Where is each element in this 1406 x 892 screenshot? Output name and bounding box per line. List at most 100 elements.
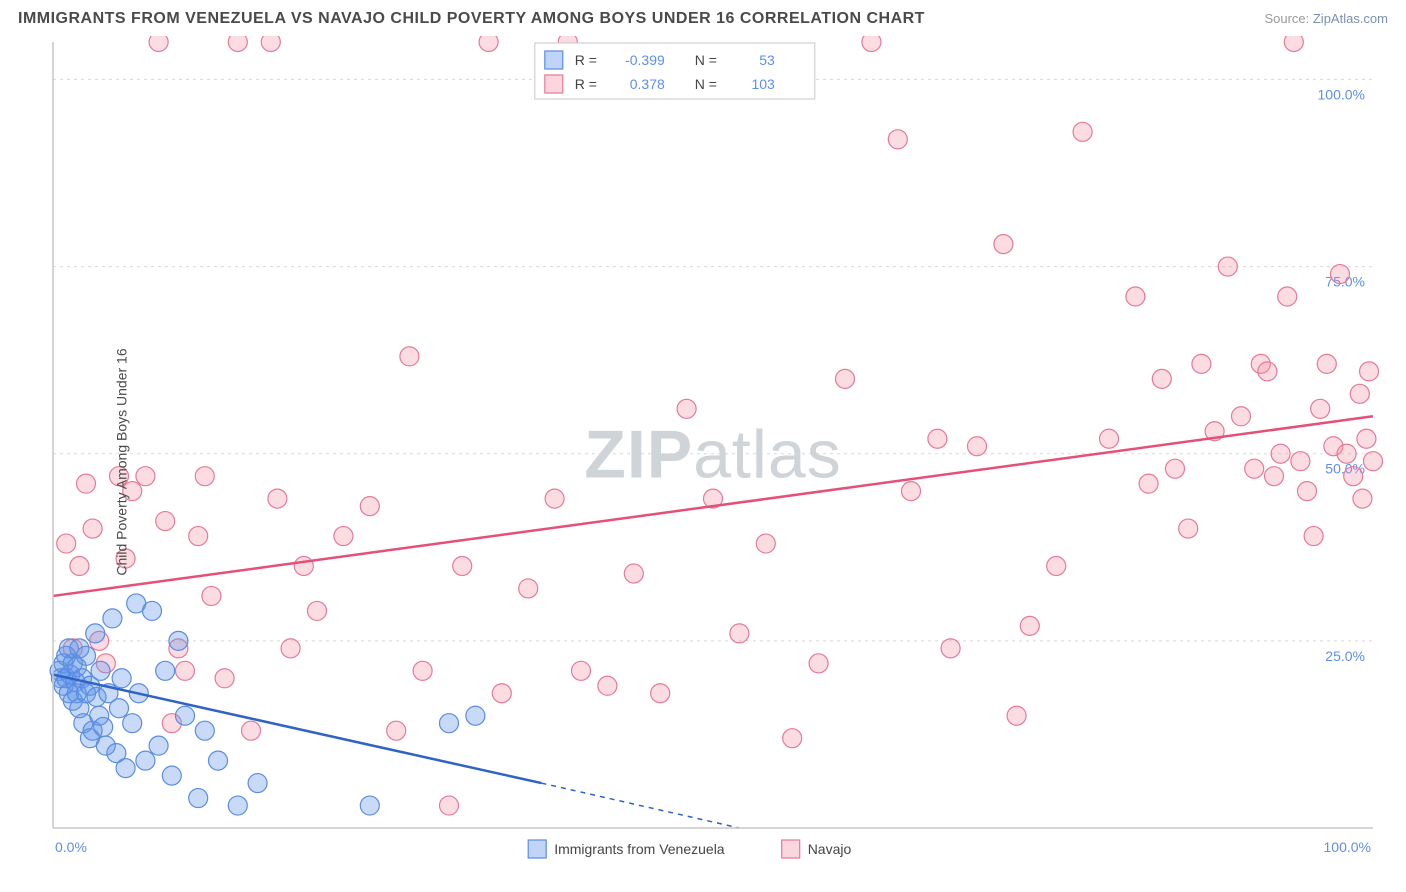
source-link[interactable]: ZipAtlas.com xyxy=(1313,11,1388,26)
point-navajo xyxy=(149,36,168,52)
trendline-venezuela-extrapolated xyxy=(541,783,739,828)
point-navajo xyxy=(360,497,379,516)
legend-swatch xyxy=(545,51,563,69)
point-navajo xyxy=(215,669,234,688)
point-navajo xyxy=(242,721,261,740)
legend-swatch xyxy=(528,840,546,858)
point-venezuela xyxy=(116,759,135,778)
point-navajo xyxy=(1265,467,1284,486)
point-navajo xyxy=(413,661,432,680)
point-navajo xyxy=(1020,616,1039,635)
point-navajo xyxy=(730,624,749,643)
point-navajo xyxy=(189,527,208,546)
point-navajo xyxy=(1192,354,1211,373)
legend-n-label: N = xyxy=(695,52,717,68)
point-venezuela xyxy=(86,624,105,643)
point-navajo xyxy=(136,467,155,486)
point-navajo xyxy=(1126,287,1145,306)
legend-r-value: -0.399 xyxy=(625,52,665,68)
point-navajo xyxy=(77,474,96,493)
point-navajo xyxy=(1007,706,1026,725)
point-navajo xyxy=(1344,467,1363,486)
point-navajo xyxy=(1337,444,1356,463)
point-navajo xyxy=(836,369,855,388)
point-venezuela xyxy=(195,721,214,740)
point-navajo xyxy=(228,36,247,52)
point-venezuela xyxy=(91,661,110,680)
point-navajo xyxy=(624,564,643,583)
point-venezuela xyxy=(228,796,247,815)
x-tick-label: 0.0% xyxy=(55,839,87,855)
point-navajo xyxy=(677,399,696,418)
point-venezuela xyxy=(112,669,131,688)
point-venezuela xyxy=(248,774,267,793)
point-navajo xyxy=(1311,399,1330,418)
point-navajo xyxy=(268,489,287,508)
point-navajo xyxy=(156,512,175,531)
legend-series-label: Immigrants from Venezuela xyxy=(554,841,725,857)
chart-source: Source: ZipAtlas.com xyxy=(1264,11,1388,26)
legend-n-value: 53 xyxy=(759,52,775,68)
point-venezuela xyxy=(466,706,485,725)
point-navajo xyxy=(862,36,881,52)
point-navajo xyxy=(519,579,538,598)
legend-r-label: R = xyxy=(575,76,597,92)
point-navajo xyxy=(756,534,775,553)
point-navajo xyxy=(1152,369,1171,388)
point-venezuela xyxy=(77,646,96,665)
point-navajo xyxy=(1258,362,1277,381)
point-venezuela xyxy=(189,789,208,808)
point-navajo xyxy=(400,347,419,366)
point-navajo xyxy=(1298,482,1317,501)
scatter-plot-svg: 25.0%50.0%75.0%100.0%ZIPatlas0.0%100.0%R… xyxy=(0,36,1406,888)
x-tick-label: 100.0% xyxy=(1324,839,1371,855)
point-navajo xyxy=(176,661,195,680)
point-navajo xyxy=(334,527,353,546)
legend-series-label: Navajo xyxy=(808,841,852,857)
point-navajo xyxy=(1317,354,1336,373)
y-tick-label: 25.0% xyxy=(1325,648,1365,664)
point-navajo xyxy=(572,661,591,680)
point-navajo xyxy=(1353,489,1372,508)
point-venezuela xyxy=(136,751,155,770)
point-navajo xyxy=(994,235,1013,254)
point-navajo xyxy=(1047,557,1066,576)
point-navajo xyxy=(1139,474,1158,493)
point-navajo xyxy=(598,676,617,695)
point-navajo xyxy=(479,36,498,52)
point-navajo xyxy=(902,482,921,501)
point-venezuela xyxy=(169,631,188,650)
y-axis-label: Child Poverty Among Boys Under 16 xyxy=(114,348,130,575)
point-navajo xyxy=(1271,444,1290,463)
point-navajo xyxy=(1100,429,1119,448)
legend-n-value: 103 xyxy=(751,76,775,92)
point-navajo xyxy=(888,130,907,149)
point-venezuela xyxy=(176,706,195,725)
point-venezuela xyxy=(440,714,459,733)
point-navajo xyxy=(261,36,280,52)
point-navajo xyxy=(1232,407,1251,426)
point-navajo xyxy=(1357,429,1376,448)
point-navajo xyxy=(1291,452,1310,471)
chart-header: IMMIGRANTS FROM VENEZUELA VS NAVAJO CHIL… xyxy=(0,0,1406,36)
point-navajo xyxy=(294,557,313,576)
point-navajo xyxy=(1350,384,1369,403)
point-navajo xyxy=(492,684,511,703)
point-navajo xyxy=(70,557,89,576)
point-navajo xyxy=(1179,519,1198,538)
point-navajo xyxy=(941,639,960,658)
point-navajo xyxy=(453,557,472,576)
point-navajo xyxy=(928,429,947,448)
watermark: ZIPatlas xyxy=(584,417,841,493)
point-navajo xyxy=(1360,362,1379,381)
point-navajo xyxy=(783,729,802,748)
legend-swatch xyxy=(782,840,800,858)
point-navajo xyxy=(1166,459,1185,478)
point-navajo xyxy=(308,601,327,620)
point-navajo xyxy=(1304,527,1323,546)
point-navajo xyxy=(545,489,564,508)
point-navajo xyxy=(1218,257,1237,276)
point-navajo xyxy=(440,796,459,815)
y-tick-label: 100.0% xyxy=(1318,86,1365,102)
point-venezuela xyxy=(209,751,228,770)
